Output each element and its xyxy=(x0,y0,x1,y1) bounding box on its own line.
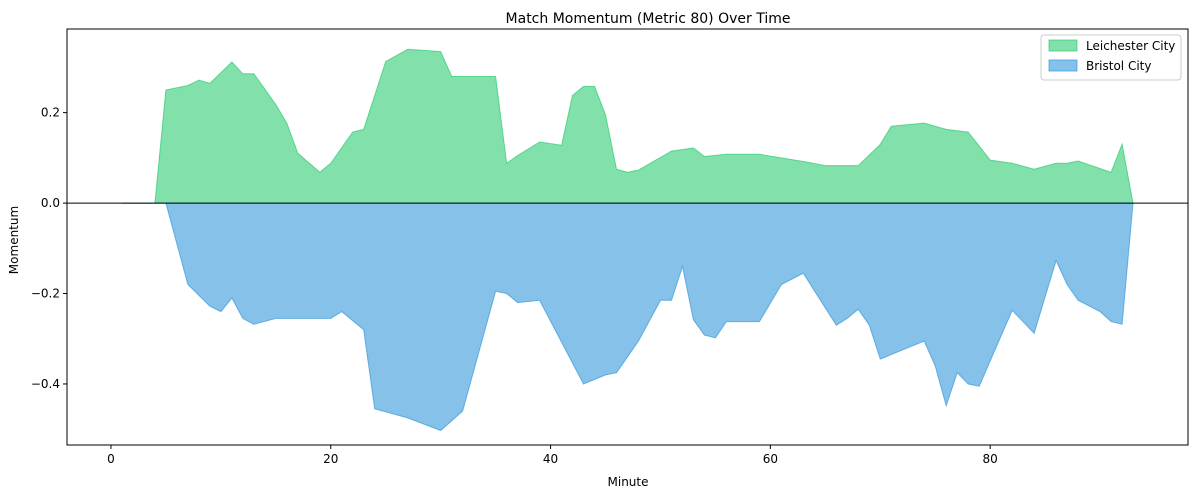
x-tick-label-60: 60 xyxy=(763,452,778,466)
legend: Leichester City Bristol City xyxy=(1040,34,1182,81)
area-leichester-city xyxy=(122,48,1134,204)
y-tick-label-0: −0.4 xyxy=(31,377,60,391)
x-tick-label-80: 80 xyxy=(983,452,998,466)
x-tick-label-20: 20 xyxy=(323,452,338,466)
y-tick-label-3: 0.2 xyxy=(41,106,60,120)
x-tick-label-40: 40 xyxy=(543,452,558,466)
legend-swatch-leichester-city xyxy=(1048,39,1078,52)
plot-frame xyxy=(66,28,1189,446)
legend-label-leichester-city: Leichester City xyxy=(1086,39,1175,53)
y-tick-label-1: −0.2 xyxy=(31,287,60,301)
area-bristol-city xyxy=(122,202,1134,432)
chart-title: Match Momentum (Metric 80) Over Time xyxy=(506,11,791,27)
legend-label-bristol-city: Bristol City xyxy=(1086,59,1151,73)
legend-swatch-bristol-city xyxy=(1048,59,1078,72)
y-axis-label: Momentum xyxy=(7,206,21,274)
y-tick-label-2: 0.0 xyxy=(41,196,60,210)
x-axis-label: Minute xyxy=(608,475,649,489)
x-tick-label-0: 0 xyxy=(107,452,115,466)
